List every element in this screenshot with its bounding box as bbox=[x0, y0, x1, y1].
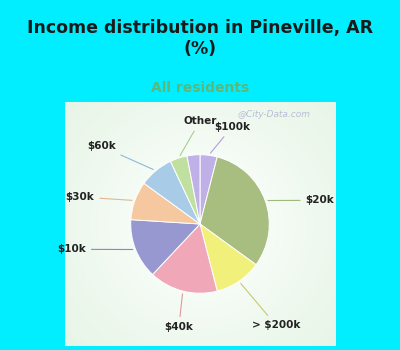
Text: $20k: $20k bbox=[268, 195, 334, 205]
Wedge shape bbox=[187, 155, 200, 224]
Wedge shape bbox=[152, 224, 217, 293]
Wedge shape bbox=[200, 155, 217, 224]
Wedge shape bbox=[131, 220, 200, 274]
Text: $10k: $10k bbox=[57, 244, 133, 254]
Text: > $200k: > $200k bbox=[241, 284, 300, 330]
Text: All residents: All residents bbox=[151, 80, 249, 94]
Wedge shape bbox=[170, 156, 200, 224]
Text: $30k: $30k bbox=[66, 192, 132, 202]
Wedge shape bbox=[200, 224, 256, 291]
Wedge shape bbox=[144, 161, 200, 224]
Wedge shape bbox=[131, 183, 200, 224]
Text: $100k: $100k bbox=[210, 122, 250, 153]
Text: @City-Data.com: @City-Data.com bbox=[238, 110, 311, 119]
Wedge shape bbox=[200, 157, 269, 265]
Text: Other: Other bbox=[180, 116, 217, 156]
Text: $60k: $60k bbox=[87, 141, 153, 169]
Text: Income distribution in Pineville, AR
(%): Income distribution in Pineville, AR (%) bbox=[27, 19, 373, 58]
Text: $40k: $40k bbox=[164, 294, 193, 332]
